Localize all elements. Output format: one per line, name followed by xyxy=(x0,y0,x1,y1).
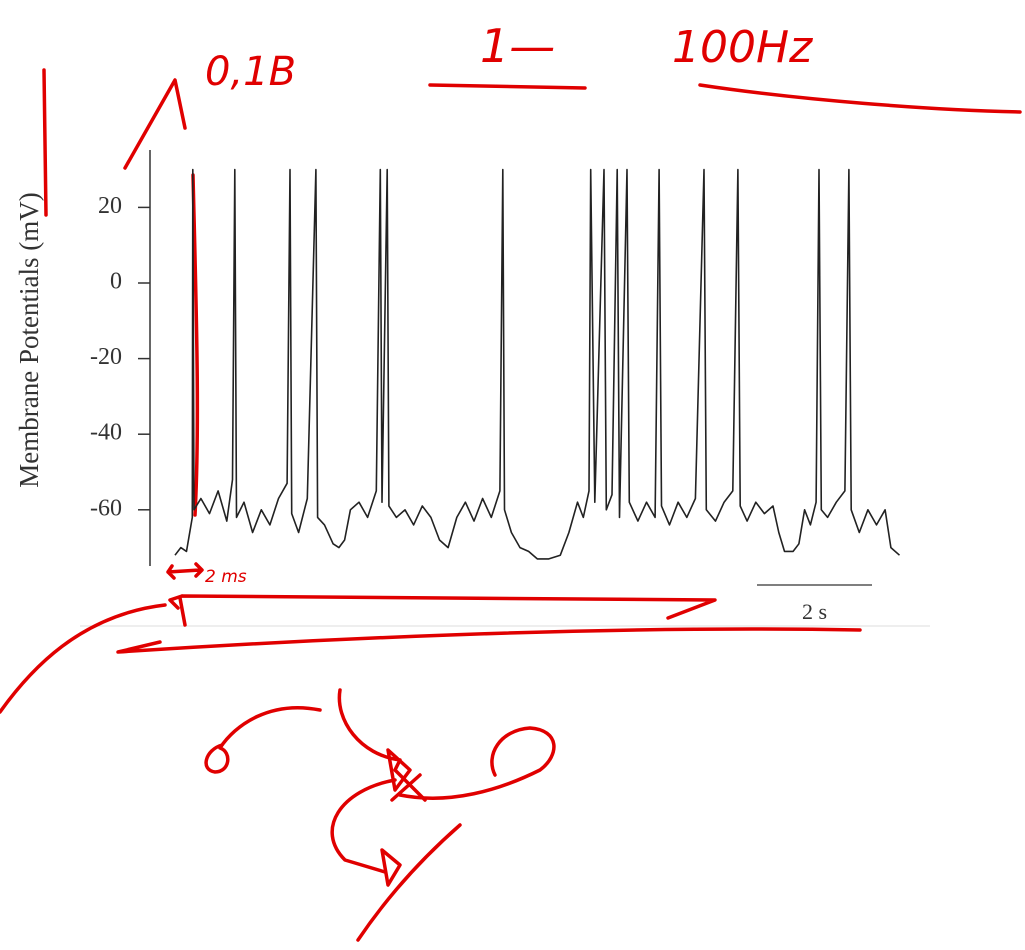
ink-stroke xyxy=(42,68,48,217)
ink-stroke xyxy=(698,83,1022,114)
ink-stroke xyxy=(0,603,167,714)
ink-stroke xyxy=(166,562,204,580)
handwritten-note: 2 ms xyxy=(205,567,247,587)
ink-stroke xyxy=(204,705,322,774)
ink-stroke xyxy=(123,78,187,170)
ink-stroke xyxy=(428,83,587,90)
scale-bar-label: 2 s xyxy=(802,599,827,624)
ink-stroke xyxy=(116,627,862,654)
ink-stroke xyxy=(386,748,412,792)
ink-stroke xyxy=(398,726,556,800)
y-tick-label: 0 xyxy=(110,269,122,295)
ink-stroke xyxy=(178,596,187,627)
handwritten-note: 0,1B xyxy=(205,49,296,95)
ink-stroke xyxy=(356,823,462,942)
handwriting: 0,1B 1— 100Hz 2 ms xyxy=(0,19,1022,942)
ink-stroke xyxy=(168,594,717,620)
ink-stroke xyxy=(330,778,397,874)
trace xyxy=(174,168,901,560)
handwritten-note: 100Hz xyxy=(672,22,813,73)
handwritten-note: 1— xyxy=(480,19,555,73)
y-tick-label: -40 xyxy=(90,420,122,446)
y-tick-label: -20 xyxy=(90,344,122,370)
ink-stroke xyxy=(390,768,427,802)
y-axis-label: Membrane Potentials (mV) xyxy=(14,192,44,487)
y-tick-label: -60 xyxy=(90,495,122,521)
y-tick-label: 20 xyxy=(98,193,122,219)
ink-stroke xyxy=(380,848,402,887)
ink-stroke xyxy=(191,173,200,517)
